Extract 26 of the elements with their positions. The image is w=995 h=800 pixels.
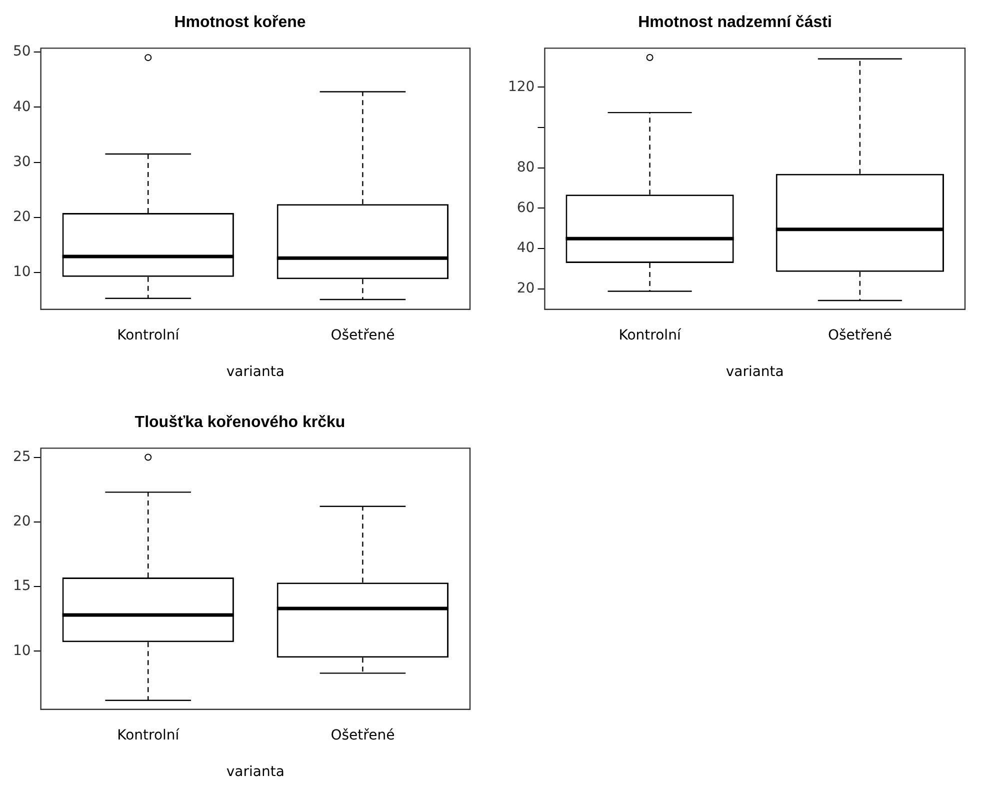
y-tick-label: 15 <box>12 578 31 594</box>
y-tick-label: 10 <box>12 264 31 280</box>
y-tick-label: 40 <box>516 240 535 256</box>
x-axis-title: varianta <box>726 364 784 380</box>
chart-title: Hmotnost nadzemní části <box>638 14 832 32</box>
y-tick-label: 40 <box>12 98 31 115</box>
x-axis-title: varianta <box>226 764 284 780</box>
y-tick-label: 20 <box>12 209 31 226</box>
y-tick-label: 60 <box>516 200 535 216</box>
y-tick-label: 120 <box>508 78 535 95</box>
y-tick-label: 50 <box>12 44 31 60</box>
x-tick-label: Kontrolní <box>618 327 682 344</box>
y-tick-label: 10 <box>12 642 31 659</box>
x-tick-label: Kontrolní <box>117 727 180 744</box>
chart-title: Hmotnost kořene <box>174 14 306 32</box>
x-tick-label: Ošetřené <box>330 727 395 744</box>
x-axis-title: varianta <box>226 364 284 380</box>
x-tick-label: Ošetřené <box>330 327 395 344</box>
chart-title: Tloušťka kořenového krčku <box>134 414 346 432</box>
x-tick-label: Ošetřené <box>828 327 892 344</box>
y-tick-label: 80 <box>516 159 535 176</box>
y-tick-label: 20 <box>516 280 535 296</box>
y-tick-label: 25 <box>12 448 31 465</box>
x-tick-label: Kontrolní <box>117 327 180 344</box>
y-tick-label: 30 <box>12 154 31 170</box>
y-tick-label: 20 <box>12 514 31 530</box>
